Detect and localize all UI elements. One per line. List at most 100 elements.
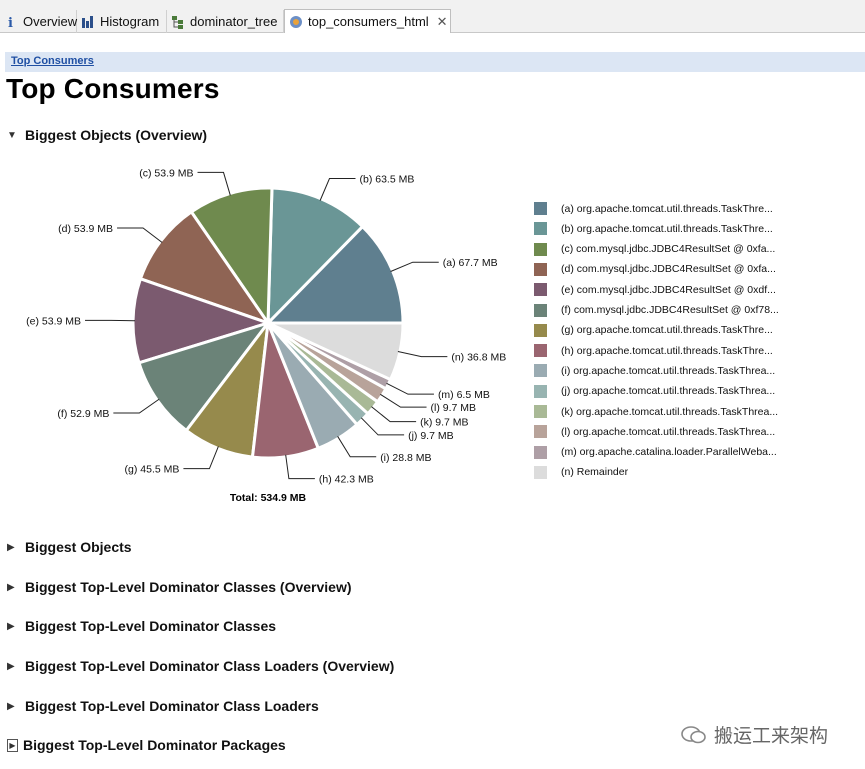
legend-swatch [534,222,547,236]
slice-label: (g) 45.5 MB [125,464,180,476]
close-icon[interactable]: ✕ [436,13,448,29]
section-biggest-objects-overview[interactable]: ▼ Biggest Objects (Overview) [7,127,207,143]
legend-swatch [534,262,547,276]
legend-item: (n) Remainder [534,465,629,479]
leader-line [386,382,434,395]
tab-histogram[interactable]: Histogram [77,10,167,33]
section-dominator-classes[interactable]: ▶ Biggest Top-Level Dominator Classes [7,618,276,634]
legend-label: (i) org.apache.tomcat.util.threads.TaskT… [561,364,776,377]
slice-label: (h) 42.3 MB [319,474,374,486]
legend-swatch [534,323,547,337]
tab-label: Histogram [100,14,160,29]
collapsed-arrow-icon: ▶ [7,620,15,632]
leader-line [380,393,427,408]
leader-line [371,406,417,423]
section-label: Biggest Objects (Overview) [25,127,208,143]
leader-line [390,261,439,272]
legend-swatch [534,445,547,459]
legend-label: (c) com.mysql.jdbc.JDBC4ResultSet @ 0xfa… [561,243,776,256]
legend-item: (k) org.apache.tomcat.util.threads.TaskT… [534,405,778,418]
watermark-text: 搬运工来架构 [714,726,829,747]
pie-chart: (a) 67.7 MB (b) 63.5 MB (c) 53.9 MB (d) 53.… [26,167,506,504]
legend-swatch [534,202,547,215]
leader-line [285,454,315,480]
legend-item: (b) org.apache.tomcat.util.threads.TaskT… [534,222,773,236]
legend-label: (d) com.mysql.jdbc.JDBC4ResultSet @ 0xfa… [561,263,776,276]
section-biggest-objects[interactable]: ▶ Biggest Objects [7,539,132,555]
leader-line [360,417,405,436]
collapsed-arrow-icon: ▶ [7,581,15,593]
collapsed-arrow-icon: ▶ [7,738,18,752]
leader-line [319,178,356,201]
legend-swatch [534,384,547,398]
section-label: Biggest Top-Level Dominator Packages [23,737,286,753]
section-dominator-class-loaders-overview[interactable]: ▶ Biggest Top-Level Dominator Class Load… [7,658,394,674]
legend-label: (e) com.mysql.jdbc.JDBC4ResultSet @ 0xdf… [561,283,776,296]
legend-label: (a) org.apache.tomcat.util.threads.TaskT… [561,202,773,215]
legend-item: (i) org.apache.tomcat.util.threads.TaskT… [534,364,776,378]
legend-item: (m) org.apache.catalina.loader.ParallelW… [534,445,777,459]
section-label: Biggest Top-Level Dominator Class Loader… [25,658,395,674]
tab-label: Overview [23,14,78,29]
slice-label: (e) 53.9 MB [26,315,81,327]
legend-item: (a) org.apache.tomcat.util.threads.TaskT… [534,202,773,215]
legend-swatch [534,465,547,479]
section-dominator-classes-overview[interactable]: ▶ Biggest Top-Level Dominator Classes (O… [7,579,352,595]
legend-label: (n) Remainder [561,466,629,479]
slice-label: (c) 53.9 MB [139,167,193,179]
breadcrumb-link-top-consumers[interactable]: Top Consumers [11,55,94,67]
legend-item: (f) com.mysql.jdbc.JDBC4ResultSet @ 0xf7… [534,303,779,317]
legend-item: (g) org.apache.tomcat.util.threads.TaskT… [534,323,773,337]
info-icon: i [4,15,18,31]
legend-label: (m) org.apache.catalina.loader.ParallelW… [561,446,777,459]
collapsed-arrow-icon: ▶ [7,541,15,553]
breadcrumb: Top Consumers [5,52,865,72]
slice-label: (d) 53.9 MB [58,223,113,235]
legend-swatch [534,303,547,317]
legend-label: (l) org.apache.tomcat.util.threads.TaskT… [561,425,776,438]
legend-label: (g) org.apache.tomcat.util.threads.TaskT… [561,324,773,337]
page-title: Top Consumers [6,73,220,104]
section-label: Biggest Objects [25,539,132,555]
legend-label: (h) org.apache.tomcat.util.threads.TaskT… [561,344,773,357]
wechat-icon [681,725,706,743]
legend-swatch [534,425,547,439]
legend-swatch [534,405,547,418]
legend-swatch [534,242,547,256]
expanded-arrow-icon: ▼ [7,129,17,141]
section-dominator-class-loaders[interactable]: ▶ Biggest Top-Level Dominator Class Load… [7,698,319,714]
leader-line [397,351,448,358]
slice-label: (l) 9.7 MB [431,402,477,414]
section-label: Biggest Top-Level Dominator Classes (Ove… [25,579,352,595]
legend-item: (l) org.apache.tomcat.util.threads.TaskT… [534,425,776,439]
legend-label: (k) org.apache.tomcat.util.threads.TaskT… [561,405,779,418]
tree-icon [171,15,185,29]
tab-dominator-tree[interactable]: dominator_tree [167,10,284,33]
leader-line [113,398,160,414]
watermark: 搬运工来架构 [680,721,828,748]
legend-item: (h) org.apache.tomcat.util.threads.TaskT… [534,344,773,358]
svg-text:i: i [8,16,13,29]
legend-swatch [534,344,547,358]
histogram-icon [81,15,95,29]
slice-label: (m) 6.5 MB [438,389,490,401]
legend-label: (f) com.mysql.jdbc.JDBC4ResultSet @ 0xf7… [561,304,779,316]
legend-swatch [534,364,547,378]
leader-line [337,436,377,458]
tab-top-consumers-html[interactable]: top_consumers_html ✕ [284,9,451,33]
report-icon [289,15,303,29]
legend-item: (c) com.mysql.jdbc.JDBC4ResultSet @ 0xfa… [534,242,776,256]
legend-label: (b) org.apache.tomcat.util.threads.TaskT… [561,222,773,235]
slice-label: (f) 52.9 MB [57,408,109,420]
section-dominator-packages[interactable]: ▶ Biggest Top-Level Dominator Packages [7,737,286,753]
slice-label: (n) 36.8 MB [451,352,506,364]
tab-overview[interactable]: i Overview [0,10,77,33]
legend-item: (j) org.apache.tomcat.util.threads.TaskT… [534,384,775,398]
legend-swatch [534,283,547,297]
collapsed-arrow-icon: ▶ [7,660,15,672]
legend-item: (e) com.mysql.jdbc.JDBC4ResultSet @ 0xdf… [534,283,776,297]
slice-label: (b) 63.5 MB [359,174,414,186]
collapsed-arrow-icon: ▶ [7,700,15,712]
section-label: Biggest Top-Level Dominator Classes [25,618,277,634]
tab-label: dominator_tree [190,14,278,29]
